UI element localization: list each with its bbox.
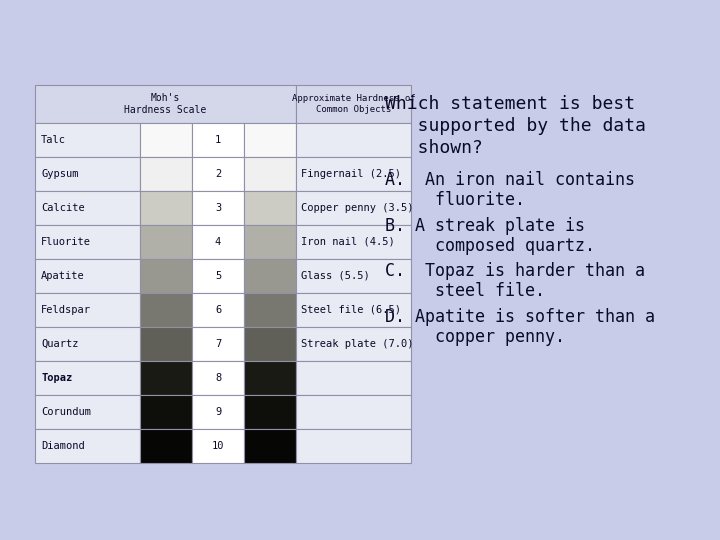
Bar <box>244 429 296 463</box>
Text: Talc: Talc <box>41 135 66 145</box>
Bar <box>140 429 192 463</box>
Bar <box>244 225 296 259</box>
Text: 4: 4 <box>215 237 221 247</box>
Bar <box>296 293 411 327</box>
Text: 8: 8 <box>215 373 221 383</box>
Text: Moh's
Hardness Scale: Moh's Hardness Scale <box>125 93 207 115</box>
Text: B. A streak plate is: B. A streak plate is <box>385 217 585 235</box>
Bar <box>296 327 411 361</box>
Bar <box>35 395 140 429</box>
Text: 10: 10 <box>212 441 224 451</box>
Bar <box>296 395 411 429</box>
Bar <box>140 395 192 429</box>
Bar <box>296 191 411 225</box>
Text: A.  An iron nail contains: A. An iron nail contains <box>385 171 635 190</box>
Bar <box>296 157 411 191</box>
Bar <box>140 157 192 191</box>
Bar <box>192 191 244 225</box>
Bar <box>296 429 411 463</box>
Bar <box>192 429 244 463</box>
Bar <box>296 85 411 123</box>
Text: Fluorite: Fluorite <box>41 237 91 247</box>
Text: Feldspar: Feldspar <box>41 305 91 315</box>
Text: Gypsum: Gypsum <box>41 169 78 179</box>
Bar <box>244 259 296 293</box>
Text: 5: 5 <box>215 271 221 281</box>
Text: copper penny.: copper penny. <box>385 328 565 346</box>
Text: Glass (5.5): Glass (5.5) <box>301 271 370 281</box>
Bar <box>140 123 192 157</box>
Text: D. Apatite is softer than a: D. Apatite is softer than a <box>385 308 655 326</box>
Text: Copper penny (3.5): Copper penny (3.5) <box>301 203 413 213</box>
Text: shown?: shown? <box>385 139 483 157</box>
Bar <box>244 293 296 327</box>
Bar <box>140 361 192 395</box>
Bar <box>35 191 140 225</box>
Text: Fingernail (2.5): Fingernail (2.5) <box>301 169 401 179</box>
Bar <box>140 191 192 225</box>
Bar <box>192 225 244 259</box>
Bar <box>244 327 296 361</box>
Bar <box>244 395 296 429</box>
Bar <box>192 395 244 429</box>
Bar <box>192 293 244 327</box>
Bar <box>192 259 244 293</box>
Text: fluorite.: fluorite. <box>385 191 525 209</box>
Bar <box>35 123 140 157</box>
Bar <box>244 157 296 191</box>
Text: Diamond: Diamond <box>41 441 85 451</box>
Text: 9: 9 <box>215 407 221 417</box>
Bar <box>244 123 296 157</box>
Bar <box>35 157 140 191</box>
Text: 1: 1 <box>215 135 221 145</box>
Text: Steel file (6.5): Steel file (6.5) <box>301 305 401 315</box>
Text: Apatite: Apatite <box>41 271 85 281</box>
Bar <box>35 259 140 293</box>
Bar <box>140 259 192 293</box>
Text: Corundum: Corundum <box>41 407 91 417</box>
Bar <box>296 259 411 293</box>
Bar <box>35 225 140 259</box>
Text: Which statement is best: Which statement is best <box>385 95 635 113</box>
Bar <box>140 327 192 361</box>
Bar <box>296 361 411 395</box>
Bar <box>35 85 296 123</box>
Text: Approximate Hardness of
Common Objects: Approximate Hardness of Common Objects <box>292 94 415 114</box>
Text: Calcite: Calcite <box>41 203 85 213</box>
Text: 3: 3 <box>215 203 221 213</box>
Bar <box>35 293 140 327</box>
Text: 7: 7 <box>215 339 221 349</box>
Bar <box>192 123 244 157</box>
Bar <box>35 429 140 463</box>
Bar <box>244 191 296 225</box>
Bar <box>140 293 192 327</box>
Bar <box>140 225 192 259</box>
Bar <box>296 123 411 157</box>
Text: composed quartz.: composed quartz. <box>385 237 595 255</box>
Text: supported by the data: supported by the data <box>385 117 646 135</box>
Text: Quartz: Quartz <box>41 339 78 349</box>
Bar <box>35 361 140 395</box>
Text: steel file.: steel file. <box>385 282 545 300</box>
Text: C.  Topaz is harder than a: C. Topaz is harder than a <box>385 262 645 280</box>
Text: 2: 2 <box>215 169 221 179</box>
Bar <box>192 327 244 361</box>
Text: Topaz: Topaz <box>41 373 72 383</box>
Bar <box>192 361 244 395</box>
Text: Iron nail (4.5): Iron nail (4.5) <box>301 237 395 247</box>
Bar <box>244 361 296 395</box>
Bar <box>192 157 244 191</box>
Text: 6: 6 <box>215 305 221 315</box>
Text: Streak plate (7.0): Streak plate (7.0) <box>301 339 413 349</box>
Bar <box>296 225 411 259</box>
Bar <box>35 327 140 361</box>
